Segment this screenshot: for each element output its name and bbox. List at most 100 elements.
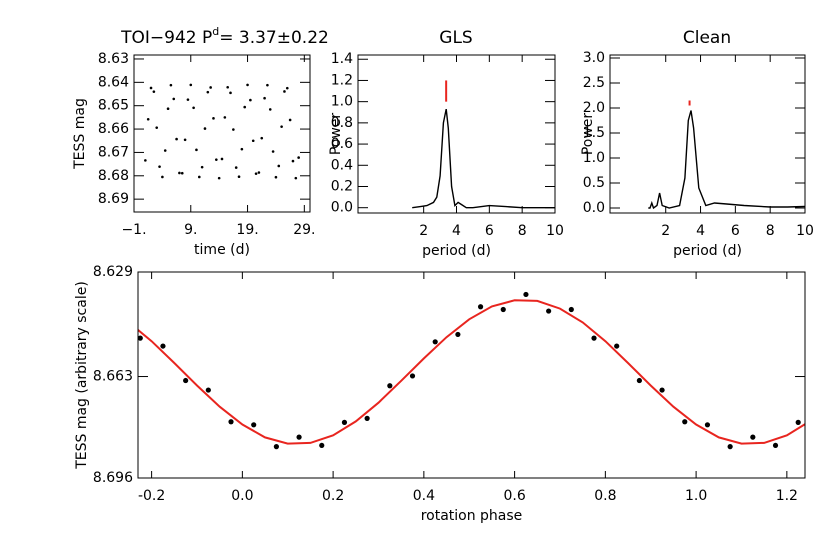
x-tick-label: 6 [731,223,740,239]
x-tick-label: 29. [293,222,315,238]
line [138,299,805,445]
point [477,304,484,310]
point [183,138,187,142]
point [243,105,247,109]
point [254,172,258,175]
title-part: = 3.37±0.22 [219,28,329,48]
point [319,442,325,449]
point [183,377,189,384]
point [166,107,170,111]
y-tick-label: 8.68 [98,168,129,184]
point [277,164,281,168]
point [614,343,620,349]
point [223,116,227,119]
x-tick-label: 4 [696,223,705,239]
point [704,422,711,428]
point [274,175,278,179]
point [197,175,201,179]
point [149,86,153,90]
plot-area [648,100,805,210]
x-tick-label: 9. [184,222,197,238]
y-tick-label: 0.2 [331,178,353,194]
point [772,442,779,449]
point [288,118,292,122]
y-tick-label: 8.65 [98,98,129,114]
point [240,147,244,151]
point [409,373,416,379]
x-tick-label: 2 [661,223,670,239]
point [217,176,221,180]
x-tick-label: 8 [518,223,527,239]
point [200,165,204,169]
y-axis-label: Power [328,113,344,156]
point [263,96,266,100]
x-axis-label: time (d) [194,242,250,258]
panel-title: GLS [439,28,472,48]
frame [137,271,806,479]
y-tick-label: 0.0 [583,200,605,216]
x-tick-label: 0.8 [594,488,616,504]
title-part: GLS [439,28,472,48]
panel: GLS period (d) Power 2 4 6 8 10 0.0 0.2 0.4 0.6 0.8 1… [328,28,564,259]
y-axis-label: TESS mag (arbitrary scale) [74,281,90,470]
point [283,90,286,93]
point [226,85,229,89]
point [169,83,173,87]
y-tick-label: 3.0 [583,50,605,66]
point [523,291,529,298]
point [795,419,801,425]
point [212,117,215,120]
point [682,419,688,425]
y-tick-label: 8.696 [93,470,133,486]
point [591,335,597,341]
point [297,156,300,159]
point [266,83,269,87]
x-tick-label: 0.4 [413,488,435,504]
line [648,110,805,210]
plot-area [138,291,805,450]
y-tick-label: 2.5 [583,75,605,91]
x-tick-label: 19. [236,222,258,238]
point [175,137,178,141]
point [387,383,393,389]
y-tick-label: 8.66 [98,121,129,137]
point [260,136,264,140]
point [195,148,198,152]
point [546,308,552,314]
point [209,86,212,89]
point [455,331,461,338]
point [220,157,224,161]
y-tick-label: 1.2 [331,72,353,88]
y-tick-label: 8.63 [98,51,129,67]
x-tick-label: 1.0 [685,488,707,504]
y-tick-label: 2.0 [583,100,605,116]
frame [357,54,556,214]
point [155,126,159,129]
point [160,343,166,349]
point [296,434,302,440]
point [152,90,156,93]
y-tick-label: 8.67 [98,144,129,160]
x-tick-label: 0.0 [231,488,253,504]
point [246,83,249,87]
point [172,97,176,101]
point [158,165,161,168]
point [251,422,257,428]
point [500,306,506,313]
x-tick-label: 2 [419,223,428,239]
point [229,91,232,95]
title-part: Clean [683,28,731,48]
point [341,419,348,425]
point [727,444,733,450]
y-tick-label: 1.5 [583,125,605,141]
x-tick-label: 6 [485,223,494,239]
point [205,387,211,393]
point [280,125,283,129]
point [192,106,195,110]
point [432,339,438,345]
point [237,175,241,179]
point [249,98,252,102]
plot-area [412,80,555,209]
x-tick-label: 4 [452,223,461,239]
point [206,90,210,94]
